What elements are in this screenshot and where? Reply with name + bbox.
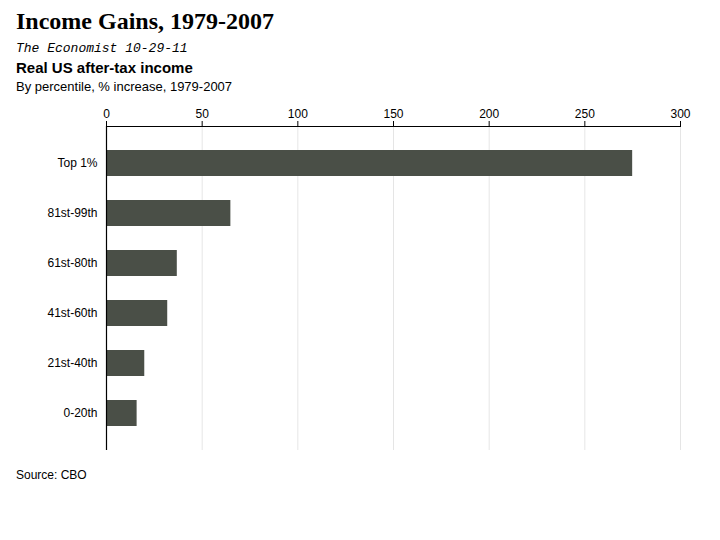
svg-text:200: 200	[479, 107, 499, 121]
svg-text:81st-99th: 81st-99th	[47, 206, 97, 220]
svg-text:150: 150	[383, 107, 403, 121]
html-text:Real US after-tax income: Real US after-tax income	[16, 59, 193, 76]
svg-text:0: 0	[103, 107, 110, 121]
svg-text:100: 100	[288, 107, 308, 121]
svg-text:21st-40th: 21st-40th	[47, 356, 97, 370]
svg-text:250: 250	[575, 107, 595, 121]
svg-text:0-20th: 0-20th	[63, 406, 97, 420]
svg-text:Top 1%: Top 1%	[57, 156, 97, 170]
svg-text:41st-60th: 41st-60th	[47, 306, 97, 320]
html-text:Income Gains, 1979-2007: Income Gains, 1979-2007	[16, 8, 274, 34]
svg-text:300: 300	[670, 107, 690, 121]
html-text:The Economist 10-29-11: The Economist 10-29-11	[16, 41, 188, 56]
svg-text:50: 50	[195, 107, 209, 121]
html-text:Source: CBO: Source: CBO	[16, 468, 87, 482]
html-text:By percentile, % increase, 197: By percentile, % increase, 1979-2007	[16, 79, 233, 94]
svg-text:61st-80th: 61st-80th	[47, 256, 97, 270]
